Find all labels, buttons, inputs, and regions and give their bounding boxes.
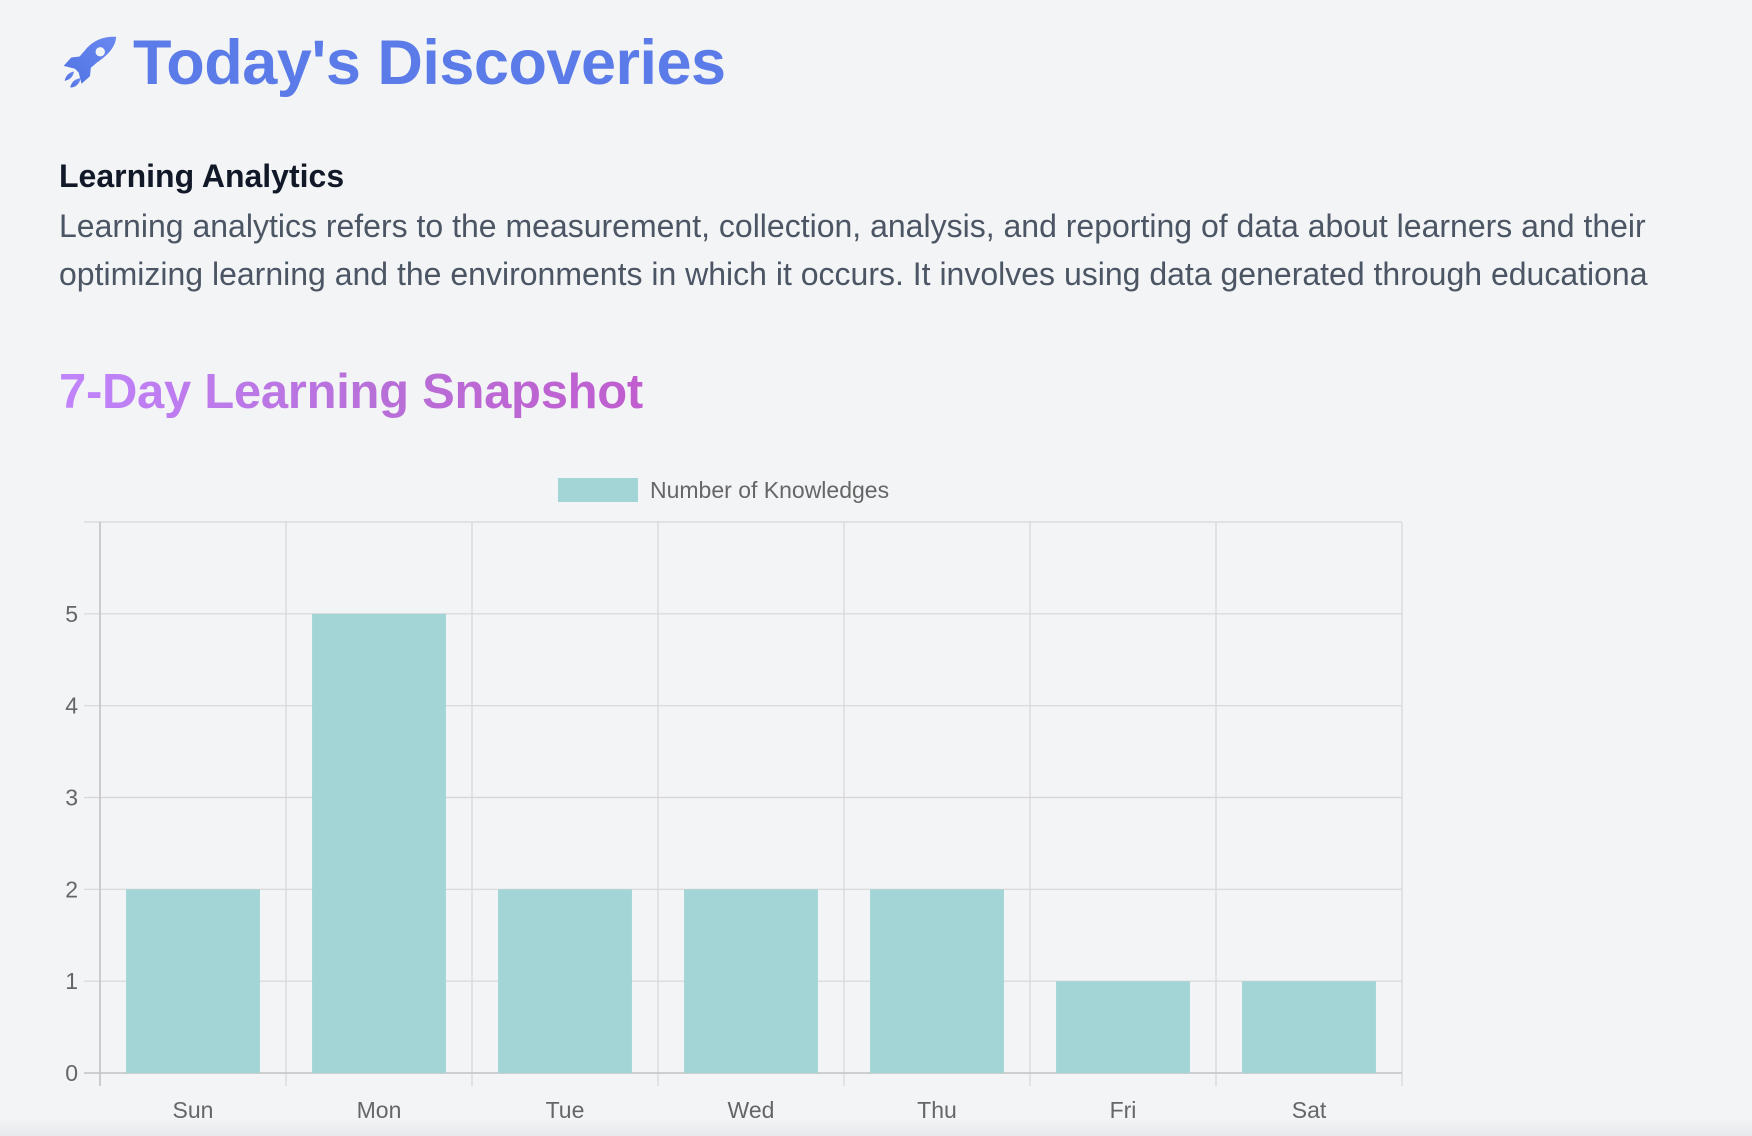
legend-label: Number of Knowledges — [650, 477, 889, 503]
legend-swatch — [558, 478, 638, 502]
rocket-icon — [63, 36, 117, 87]
bar-mon — [312, 613, 446, 1073]
topic-description: Learning analytics refers to the measure… — [59, 202, 1752, 298]
bar-sun — [126, 889, 260, 1073]
y-tick-label: 3 — [65, 785, 78, 811]
description-line: Learning analytics refers to the measure… — [59, 208, 1646, 244]
chart-section-title: 7-Day Learning Snapshot — [59, 365, 643, 419]
bar-wed — [684, 889, 818, 1073]
chart-legend: Number of Knowledges — [558, 477, 889, 503]
bar-sat — [1242, 981, 1376, 1073]
bar-thu — [870, 889, 1004, 1073]
y-tick-label: 4 — [65, 693, 78, 719]
y-tick-label: 2 — [65, 876, 78, 902]
bar-tue — [498, 889, 632, 1073]
bottom-fade — [0, 1118, 1752, 1136]
bar-fri — [1056, 981, 1190, 1073]
page-header: Today's Discoveries — [59, 32, 726, 95]
y-tick-label: 1 — [65, 968, 78, 994]
page-title: Today's Discoveries — [133, 28, 726, 98]
y-tick-label: 0 — [65, 1060, 78, 1086]
topic-title: Learning Analytics — [59, 158, 345, 194]
description-line: optimizing learning and the environments… — [59, 256, 1648, 292]
y-tick-label: 5 — [65, 601, 78, 627]
